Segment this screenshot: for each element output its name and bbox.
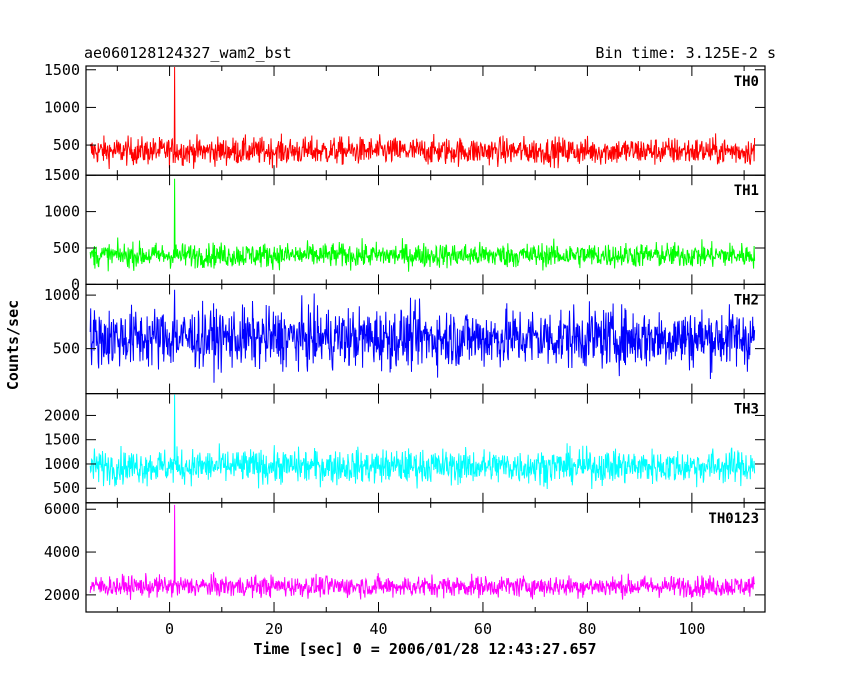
x-axis-label: Time [sec] 0 = 2006/01/28 12:43:27.657 (253, 640, 596, 658)
y-tick-label: 500 (53, 239, 80, 257)
panel-frame-th3 (85, 393, 766, 504)
y-tick-label: 500 (53, 479, 80, 497)
y-tick-label: 2000 (44, 406, 80, 424)
series-line-th0 (89, 66, 756, 170)
y-tick-label: 1500 (44, 431, 80, 449)
series-line-th0123 (89, 504, 756, 600)
panel-frame-th1 (85, 174, 766, 285)
panel-th3: 500 1000 1500 2000 TH3 (44, 393, 766, 504)
panel-frame-th0123 (85, 502, 766, 613)
x-tick-label: 100 (678, 620, 705, 638)
y-tick-label: 1500 (44, 61, 80, 79)
panel-th0: 500 1000 1500 TH0 (44, 61, 766, 176)
x-tick-label: 0 (165, 620, 174, 638)
y-tick-label: 500 (53, 136, 80, 154)
y-tick-label: 1000 (44, 203, 80, 221)
y-tick-label: 0 (71, 275, 80, 293)
y-tick-label: 1000 (44, 286, 80, 304)
panel-label-th1: TH1 (734, 183, 759, 199)
y-tick-label: 1500 (44, 166, 80, 184)
panel-label-th0123: TH0123 (708, 511, 759, 527)
panel-th2: 500 1000 TH2 (44, 283, 766, 395)
y-tick-label: 2000 (44, 586, 80, 604)
y-tick-label: 6000 (44, 500, 80, 518)
panel-th0123: 2000 4000 6000 TH0123 (44, 500, 766, 613)
series-line-th3 (89, 394, 756, 490)
panel-label-th0: TH0 (734, 74, 759, 90)
y-tick-label: 1000 (44, 98, 80, 116)
x-tick-label: 80 (578, 620, 596, 638)
panel-label-th2: TH2 (734, 292, 759, 308)
x-tick-label: 40 (369, 620, 387, 638)
series-line-th2 (89, 289, 756, 383)
x-tick-label: 60 (474, 620, 492, 638)
y-tick-label: 4000 (44, 543, 80, 561)
panel-label-th3: TH3 (734, 402, 759, 418)
chart-title: ae060128124327_wam2_bst (84, 44, 292, 62)
y-tick-label: 1000 (44, 455, 80, 473)
panel-th1: 0 500 1000 1500 TH1 (44, 166, 766, 293)
x-tick-label: 20 (265, 620, 283, 638)
series-line-th1 (89, 178, 756, 272)
y-tick-label: 500 (53, 340, 80, 358)
y-axis-label: Counts/sec (4, 300, 22, 390)
bin-time-label: Bin time: 3.125E-2 s (595, 44, 776, 62)
